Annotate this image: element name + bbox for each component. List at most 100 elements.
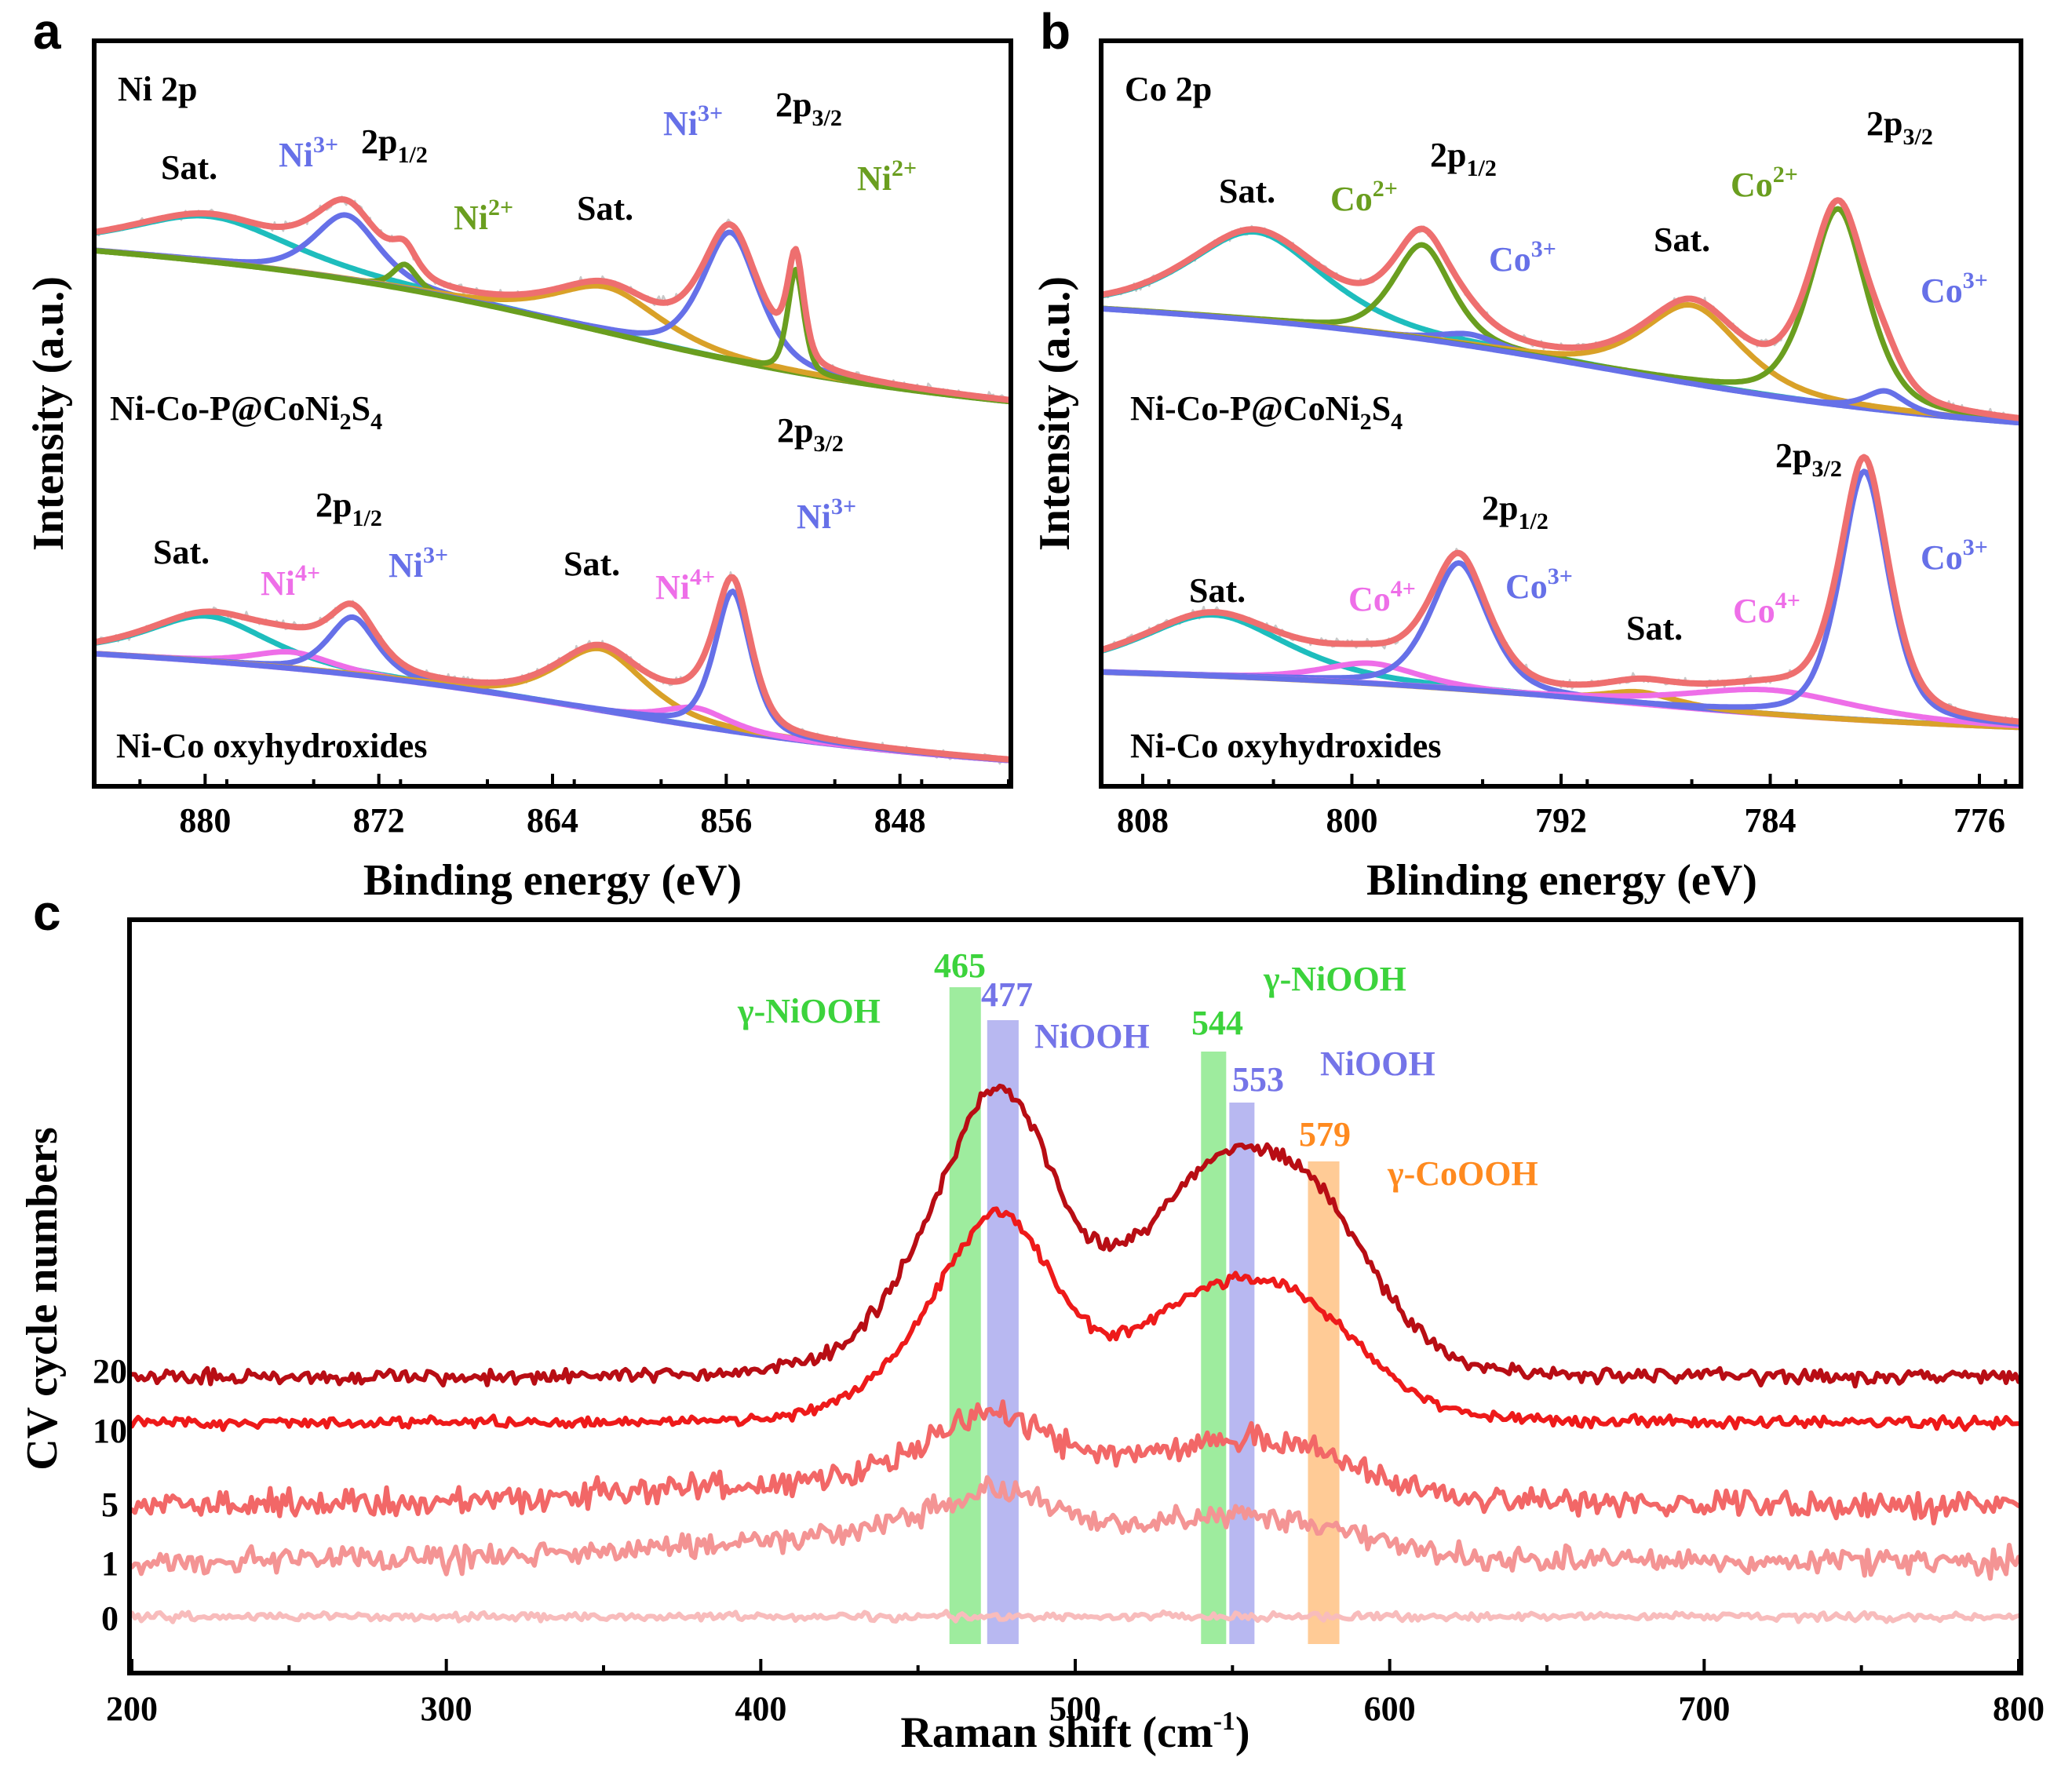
panel-a-peak-label: 2p1/2	[316, 486, 382, 531]
panel-c-band-phase: γ-CoOOH	[1387, 1154, 1538, 1193]
panel-a-component-sat	[93, 213, 1012, 404]
panel-b-peak-label: Co3+	[1489, 236, 1556, 279]
panel-b-sample-top: Ni-Co-P@CoNi2S4	[1130, 389, 1403, 435]
panel-b-title: Co 2p	[1125, 70, 1212, 108]
panel-b-xtick-label: 808	[1117, 801, 1169, 840]
panel-b-xtick-label: 784	[1745, 801, 1797, 840]
panel-c-xtick-label: 200	[106, 1690, 158, 1728]
panel-b-peak-label: 2p1/2	[1430, 136, 1497, 181]
panel-a-peak-label: Ni4+	[655, 564, 715, 607]
panel-a-peak-label: Ni3+	[663, 100, 723, 143]
panel-c-band-phase: γ-NiOOH	[737, 992, 881, 1030]
panel-b-peak-label: Co2+	[1731, 162, 1798, 204]
panel-a-envelope	[93, 574, 1012, 763]
panel-c-series-10	[130, 1206, 2021, 1432]
panel-b-component-co3	[1100, 306, 2022, 425]
panel-b-peak-label: Co3+	[1505, 563, 1573, 606]
panel-a-peak-label: Ni2+	[454, 195, 513, 237]
panel-a-component-ni3	[93, 212, 1012, 404]
panel-b-peak-label: Sat.	[1654, 221, 1710, 259]
panel-a-peak-label: Sat.	[564, 545, 620, 583]
panel-b-envelope	[1100, 197, 2022, 421]
panel-a-peak-label: Ni2+	[857, 155, 917, 198]
panel-b-peak-label: Co3+	[1921, 534, 1988, 577]
panel-a-xtick-label: 848	[874, 801, 926, 840]
panel-c-series-20	[130, 1083, 2021, 1389]
panel-a-peak-label: Sat.	[161, 148, 217, 187]
panel-a-xtick-label: 864	[527, 801, 578, 840]
panel-a-peak-label: Sat.	[153, 533, 210, 571]
panel-a-xlabel: Binding energy (eV)	[363, 856, 742, 905]
panel-b-xtick-label: 800	[1326, 801, 1377, 840]
panel-b-peak-label: Sat.	[1189, 571, 1246, 610]
panel-c-series-label-10: 10	[93, 1412, 127, 1450]
panel-c-series-label-20: 20	[93, 1352, 127, 1391]
panel-c-xtick-label: 500	[1049, 1690, 1101, 1728]
panel-letter-b: b	[1040, 3, 1071, 60]
panel-b-sample-bottom: Ni-Co oxyhydroxides	[1130, 727, 1441, 765]
panel-b-xtick-label: 792	[1535, 801, 1587, 840]
panel-b-ylabel: Intensity (a.u.)	[1031, 276, 1079, 551]
panel-letter-c: c	[33, 884, 61, 941]
panel-b: 808 800 792 784 776 Co 2p Ni-Co-P@CoNi2S4 Ni…	[1031, 38, 2023, 905]
panel-c-xtick-label: 600	[1364, 1690, 1416, 1728]
panel-a-component-ni2	[93, 248, 1012, 404]
panel-a-xtick-label: 872	[353, 801, 405, 840]
panel-c-xtick-label: 700	[1678, 1690, 1730, 1728]
panel-c-band-553	[1229, 1103, 1255, 1644]
panel-c-band-477	[987, 1020, 1019, 1644]
panel-a-raw-data	[95, 195, 1010, 402]
panel-c-xtick-label: 300	[421, 1690, 472, 1728]
panel-c-band-value: 477	[981, 975, 1033, 1014]
panel-a-peak-label: Ni4+	[261, 560, 320, 603]
panel-a-ylabel: Intensity (a.u.)	[24, 276, 73, 551]
panel-c-band-579	[1308, 1161, 1340, 1644]
panel-a-envelope	[93, 196, 1012, 403]
panel-b-peak-label: Co4+	[1348, 576, 1416, 618]
panel-c-band-phase: γ-NiOOH	[1263, 960, 1406, 998]
panel-c-band-value: 544	[1191, 1004, 1243, 1042]
panel-c-ylabel: CV cycle numbers	[18, 1127, 67, 1471]
panel-b-peak-label: Sat.	[1219, 172, 1275, 210]
panel-b-xtick-label: 776	[1953, 801, 2005, 840]
panel-a-peak-label: Ni3+	[388, 542, 448, 585]
panel-b-peak-label: Co3+	[1921, 268, 1988, 310]
panel-a-peak-label: 2p3/2	[775, 86, 842, 131]
panel-b-peak-label: Co2+	[1330, 176, 1398, 218]
panel-a-peak-label: Ni3+	[279, 132, 338, 174]
panel-c-xtick-label: 800	[1993, 1690, 2045, 1728]
panel-b-component-co3	[1100, 468, 2022, 727]
panel-c-series-1	[130, 1475, 2021, 1581]
panel-b-peak-label: 2p1/2	[1482, 489, 1549, 534]
panel-b-envelope	[1100, 454, 2022, 725]
panel-a-component-ni3	[93, 229, 1012, 404]
panel-a-xtick-label: 880	[179, 801, 231, 840]
panel-a-sample-bottom: Ni-Co oxyhydroxides	[116, 727, 427, 765]
panel-c-series-5	[130, 1399, 2021, 1526]
panel-b-peak-label: Sat.	[1626, 609, 1683, 647]
panel-b-peak-label: 2p3/2	[1866, 104, 1933, 150]
panel-a-peak-label: 2p1/2	[361, 122, 428, 168]
panel-a: 880 872 864 856 848 Ni 2p Ni-Co-P@CoNi2S4 Ni…	[24, 38, 1013, 905]
panel-a-peak-label: 2p3/2	[777, 411, 844, 457]
panel-a-title: Ni 2p	[118, 70, 197, 108]
panel-letter-a: a	[33, 3, 61, 60]
panel-c-series-0	[130, 1609, 2021, 1624]
panel-c-band-phase: NiOOH	[1320, 1044, 1435, 1083]
panel-b-xlabel: Blinding energy (eV)	[1366, 856, 1757, 905]
panel-c-band-phase: NiOOH	[1034, 1017, 1150, 1055]
panel-a-sample-top: Ni-Co-P@CoNi2S4	[110, 389, 382, 435]
panel-a-peak-label: Ni3+	[797, 494, 856, 536]
panel-c-band-465	[949, 987, 981, 1644]
panel-c-series-label-0: 0	[101, 1599, 119, 1638]
panel-c-xtick-label: 400	[735, 1690, 786, 1728]
panel-b-peak-label: 2p3/2	[1775, 436, 1842, 482]
panel-c-band-value: 553	[1232, 1060, 1284, 1099]
panel-c-band-value: 465	[934, 946, 986, 985]
panel-c-series-label-5: 5	[101, 1486, 119, 1524]
panel-b-peak-label: Co4+	[1733, 588, 1800, 630]
panel-c-series-label-1: 1	[101, 1544, 119, 1583]
panel-c-band-value: 579	[1299, 1115, 1351, 1154]
